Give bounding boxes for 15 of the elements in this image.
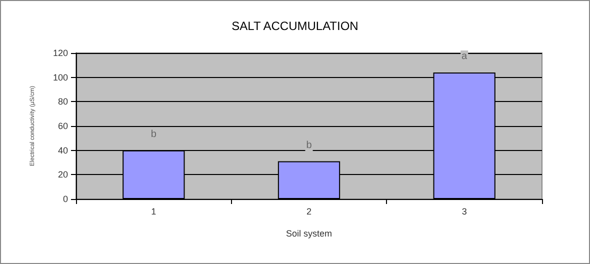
y-tick-label: 80 — [58, 96, 68, 107]
y-tick-label: 20 — [58, 170, 68, 180]
x-tick-label: 2 — [306, 206, 312, 216]
y-tick-label: 40 — [58, 145, 68, 156]
y-tick-label: 60 — [58, 121, 68, 131]
data-label: b — [150, 128, 157, 140]
data-label: b — [306, 140, 312, 151]
y-tick-label: 100 — [52, 72, 68, 82]
y-tick-label: 0 — [62, 194, 68, 204]
x-tick-label: 1 — [151, 206, 156, 216]
y-tick-label: 120 — [52, 48, 68, 58]
x-axis-title: Soil system — [286, 228, 332, 238]
chart-title: SALT ACCUMULATION — [232, 19, 358, 33]
data-label: a — [462, 50, 468, 62]
x-tick-label: 3 — [462, 206, 467, 216]
